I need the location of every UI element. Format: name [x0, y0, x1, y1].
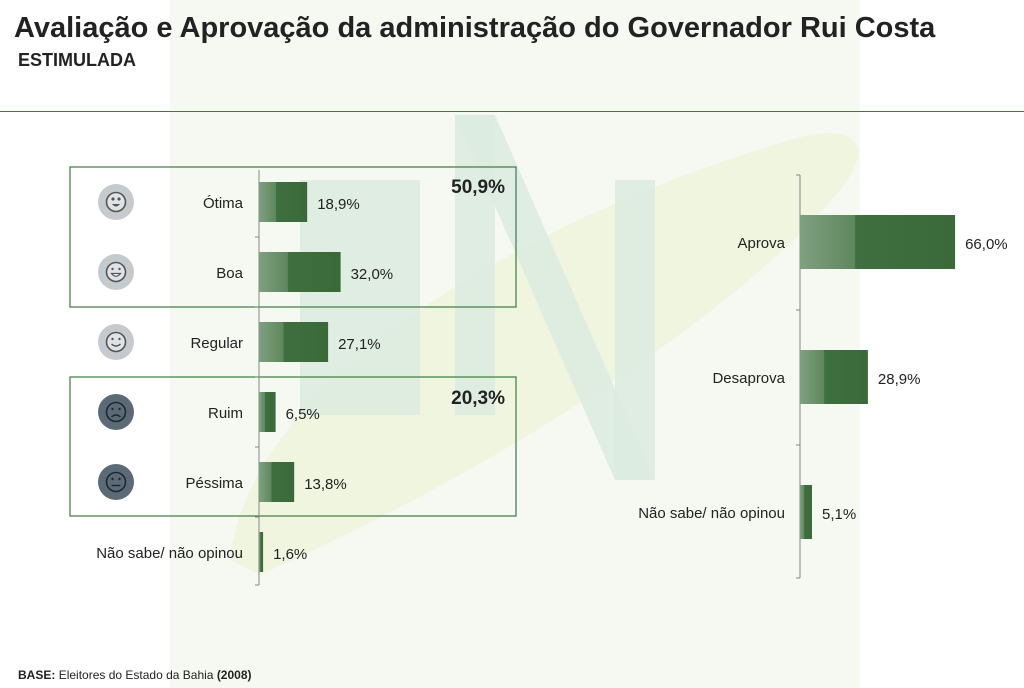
heart-eyes-face-icon	[98, 184, 134, 220]
category-label: Regular	[190, 335, 243, 352]
data-label: 66,0%	[965, 236, 1008, 253]
category-label: Desaprova	[712, 370, 785, 387]
bar	[259, 392, 276, 432]
bar	[259, 252, 341, 292]
group-box	[69, 376, 517, 517]
bar	[259, 532, 264, 572]
data-label: 5,1%	[822, 506, 856, 523]
bar	[800, 350, 868, 404]
category-label: Aprova	[737, 235, 785, 252]
data-label: 18,9%	[317, 196, 360, 213]
group-box	[69, 166, 517, 308]
bar	[259, 322, 329, 362]
footer-year: (2008)	[216, 668, 252, 682]
data-label: 1,6%	[273, 546, 307, 563]
sad-face-icon	[98, 394, 134, 430]
data-label: 32,0%	[351, 266, 394, 283]
footer-base-text: Eleitores do Estado da Bahia	[58, 668, 214, 682]
footer-base: BASE: Eleitores do Estado da Bahia (2008…	[18, 668, 252, 682]
data-label: 28,9%	[878, 371, 921, 388]
title-divider	[0, 111, 1024, 112]
category-label: Péssima	[185, 475, 243, 492]
bar	[259, 182, 308, 222]
group-total-label: 20,3%	[451, 388, 505, 409]
category-label: Não sabe/ não opinou	[638, 505, 785, 522]
bar	[800, 215, 956, 269]
data-label: 27,1%	[338, 336, 381, 353]
category-label: Não sabe/ não opinou	[96, 545, 243, 562]
category-label: Boa	[216, 265, 243, 282]
group-total-label: 50,9%	[451, 177, 505, 198]
footer-base-label: BASE:	[18, 668, 56, 682]
bar	[259, 462, 295, 502]
data-label: 6,5%	[286, 406, 320, 423]
page-subtitle: ESTIMULADA	[18, 50, 136, 70]
smile-face-icon	[98, 324, 134, 360]
bar	[800, 485, 812, 539]
page-title: Avaliação e Aprovação da administração d…	[14, 12, 936, 44]
grin-face-icon	[98, 254, 134, 290]
category-label: Ruim	[208, 405, 243, 422]
frown-face-icon	[98, 464, 134, 500]
data-label: 13,8%	[304, 476, 347, 493]
category-label: Ótima	[203, 195, 244, 212]
